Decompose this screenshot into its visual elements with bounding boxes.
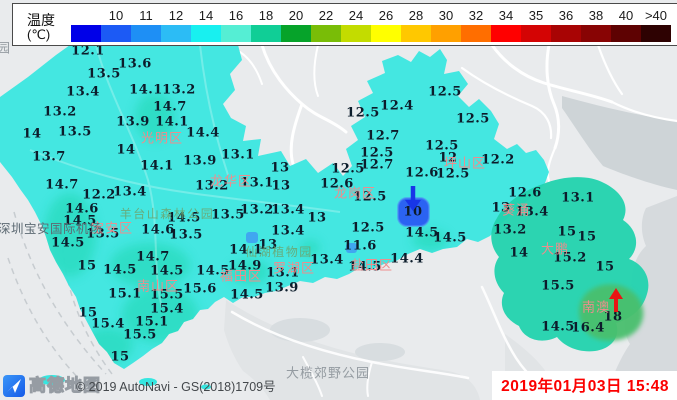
legend-swatch [161, 25, 191, 42]
legend-swatch [101, 25, 131, 42]
legend-tick: 36 [558, 8, 574, 23]
legend-swatch [641, 25, 671, 42]
cold-blob [397, 197, 430, 227]
legend-tick: 35 [528, 8, 544, 23]
terrain-patch [270, 318, 330, 342]
hongkong-land [224, 300, 480, 400]
legend-swatch [461, 25, 491, 42]
legend-tick: 16 [228, 8, 244, 23]
copyright-text: © 2019 AutoNavi - GS(2018)1709号 [76, 380, 276, 394]
legend-swatch [581, 25, 611, 42]
legend-swatch [311, 25, 341, 42]
timestamp: 2019年01月03日 15:48 [492, 371, 677, 400]
island-patches [39, 375, 211, 390]
legend-tick: 12 [168, 8, 184, 23]
legend-tick: 28 [408, 8, 424, 23]
legend-tick: 24 [348, 8, 364, 23]
legend-tick: 40 [618, 8, 634, 23]
legend-tick: 22 [318, 8, 334, 23]
legend-swatch [251, 25, 281, 42]
legend-swatch [491, 25, 521, 42]
legend-tick: 14 [198, 8, 214, 23]
legend-tick: 30 [438, 8, 454, 23]
legend-swatch [281, 25, 311, 42]
roads-under-overlay [29, 44, 341, 309]
legend-swatch [371, 25, 401, 42]
temperature-legend: 温度 (℃) 10 11 12 14 16 18 20 22 24 26 28 30 32 34 35 36 3… [12, 3, 677, 46]
legend-swatch [341, 25, 371, 42]
legend-swatch [131, 25, 161, 42]
legend-swatch [221, 25, 251, 42]
legend-unit: (℃) [27, 27, 51, 42]
legend-swatch [431, 25, 461, 42]
ferry-routes [7, 211, 113, 385]
legend-swatch [551, 25, 581, 42]
legend-tick: 26 [378, 8, 394, 23]
roads-northeast [460, 43, 677, 183]
cold-patch [246, 232, 258, 243]
legend-swatch [521, 25, 551, 42]
autonavi-logo-icon[interactable] [3, 375, 25, 397]
legend-tick: >40 [644, 8, 668, 23]
legend-tick: 32 [468, 8, 484, 23]
legend-swatch [611, 25, 641, 42]
temp-overlay-warm-green [579, 284, 644, 341]
terrain-patch [355, 343, 405, 361]
legend-swatch [191, 25, 221, 42]
legend-tick: 20 [288, 8, 304, 23]
warm-patches [44, 93, 448, 363]
legend-tick: 18 [258, 8, 274, 23]
autonavi-logo-text[interactable]: 高德地图 [29, 376, 101, 396]
cold-patch [346, 243, 357, 253]
legend-swatch [71, 25, 101, 42]
water-region-northeast [562, 96, 677, 190]
legend-tick: 11 [139, 8, 153, 23]
roads-gap [239, 43, 348, 166]
legend-tick: 38 [588, 8, 604, 23]
legend-swatch [401, 25, 431, 42]
legend-tick: 34 [498, 8, 514, 23]
legend-title: 温度 [27, 12, 55, 28]
legend-tick: 10 [108, 8, 124, 23]
